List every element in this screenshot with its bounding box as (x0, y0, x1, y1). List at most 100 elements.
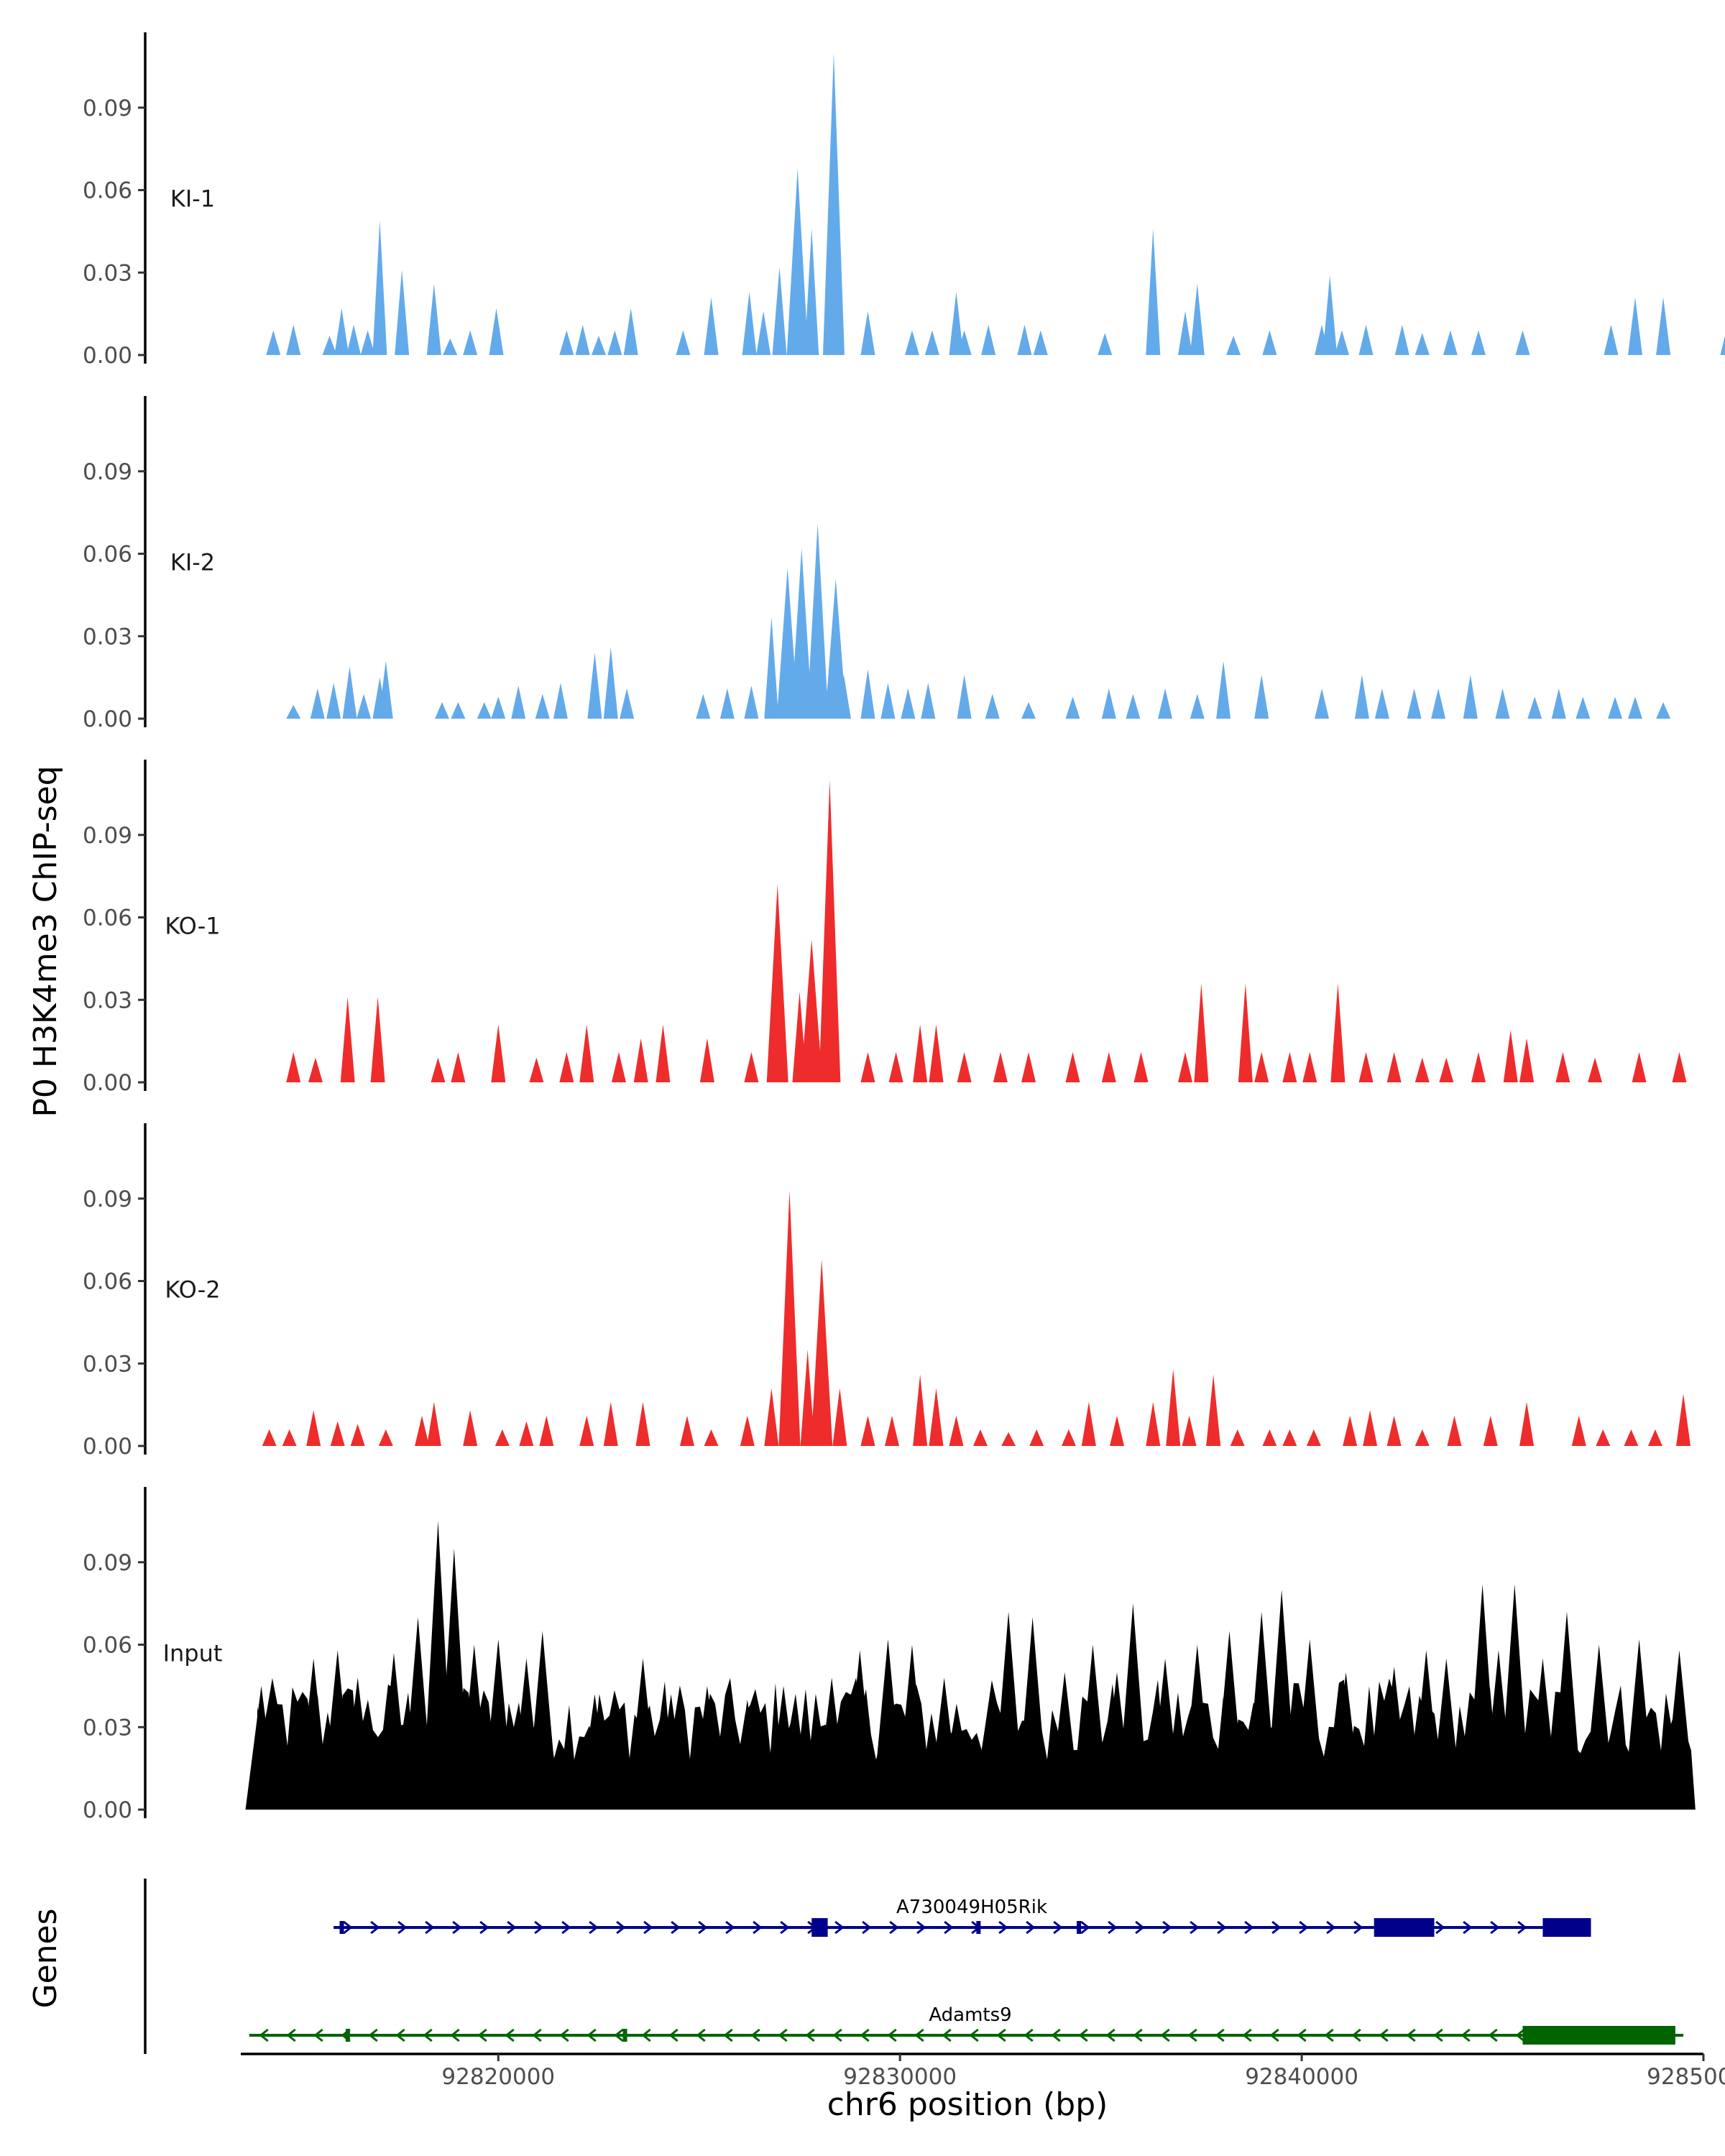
signal-peak (1519, 1038, 1535, 1082)
signal-peak (443, 338, 458, 355)
strand-arrow (862, 1920, 872, 1935)
signal-peak (326, 683, 341, 719)
signal-peak (1394, 324, 1409, 355)
y-axis-title: P0 H3K4me3 ChIP-seq (27, 765, 64, 1117)
strand-arrow (259, 2028, 269, 2042)
signal-peak (1334, 330, 1349, 355)
strand-arrow (425, 1920, 435, 1935)
signal-peak (378, 660, 393, 719)
strand-arrow (944, 1920, 954, 1935)
signal-peak (1029, 1429, 1044, 1446)
signal-peak (1447, 1415, 1462, 1446)
signal-peak (766, 884, 788, 1082)
signal-peak (1443, 330, 1458, 355)
x-tick-label: 92820000 (441, 2064, 555, 2090)
signal-peak (1146, 1401, 1161, 1446)
strand-arrow (313, 2028, 323, 2042)
y-tick-label: 0.09 (83, 1187, 132, 1212)
strand-arrow (1217, 1920, 1227, 1935)
signal-peak (904, 330, 919, 355)
signal-peak (1358, 324, 1374, 355)
signal-peak (463, 1410, 478, 1446)
track-panel-ko-2: 0.00 0.03 0.06 0.09 KO-2 (83, 1123, 1691, 1460)
strand-arrow (1353, 1920, 1363, 1935)
signal-peak (1322, 275, 1338, 355)
gene-name: A730049H05Rik (896, 1897, 1047, 1918)
signal-peak (611, 1051, 626, 1082)
signal-peak (620, 688, 635, 719)
signal-peak (913, 1024, 928, 1082)
track-panel-input: 0.00 0.03 0.06 0.09 Input (83, 1487, 1696, 1823)
signal-peak (1627, 297, 1642, 355)
signal-peak (1178, 310, 1193, 355)
strand-arrow (343, 1920, 353, 1935)
signal-peak (822, 52, 845, 355)
signal-peak (511, 686, 526, 719)
signal-peak (494, 1429, 510, 1446)
signal-peak (519, 1421, 534, 1446)
strand-arrow (916, 1920, 926, 1935)
signal-peak (603, 647, 618, 719)
signal-peak (704, 1429, 719, 1446)
signal-peak (1182, 1415, 1197, 1446)
signal-peak (860, 1051, 875, 1082)
strand-arrow (860, 2028, 870, 2042)
signal-peak (1414, 1057, 1430, 1082)
signal-peak (764, 1388, 779, 1446)
signal-peak (957, 674, 972, 719)
strand-arrow (1162, 1920, 1172, 1935)
signal-peak (1676, 1393, 1691, 1446)
strand-arrow (914, 2028, 924, 2042)
signal-peak (1065, 696, 1080, 719)
signal-peak (286, 704, 301, 719)
signal-peak (435, 702, 450, 719)
signal-peak (804, 229, 819, 355)
strand-arrow (1269, 2028, 1279, 2042)
signal-peak (322, 336, 337, 355)
signal-peak (587, 653, 602, 719)
signal-peak (308, 1057, 323, 1082)
signal-peak (1647, 1429, 1662, 1446)
signal-peak (559, 1051, 574, 1082)
y-tick-label: 0.06 (83, 178, 132, 204)
signal-peak (286, 1051, 301, 1082)
signal-peak (633, 1038, 648, 1082)
strand-arrow (397, 1920, 408, 1935)
signal-peak (1483, 1415, 1498, 1446)
signal-peak (1302, 1051, 1317, 1082)
signal-peak (1021, 702, 1036, 719)
signal-peak (559, 330, 574, 355)
signal-peak (1463, 674, 1478, 719)
signal-peak (1166, 1368, 1181, 1446)
signal-peak (603, 1401, 618, 1446)
signal-peak (811, 1258, 833, 1446)
strand-arrow (725, 1920, 735, 1935)
signal-peak (1262, 1429, 1277, 1446)
strand-arrow (1517, 1920, 1527, 1935)
signal-peak (1065, 1051, 1080, 1082)
signal-peak (553, 683, 568, 719)
signal-peak (791, 548, 813, 719)
gene-exon (1522, 2026, 1675, 2045)
strand-arrow (1515, 2028, 1525, 2042)
signal-peak (350, 1424, 365, 1446)
strand-arrow (1351, 2028, 1361, 2042)
signal-peak (1101, 1051, 1116, 1082)
strand-arrow (942, 2028, 952, 2042)
strand-arrow (750, 2028, 760, 2042)
strand-arrow (395, 2028, 405, 2042)
gene-exon (1374, 1918, 1435, 1937)
signal-peak (1110, 1415, 1124, 1446)
signal-peak (1178, 1051, 1193, 1082)
signal-peak (740, 1415, 755, 1446)
signal-peak (489, 308, 504, 355)
track-panels: 0.00 0.03 0.06 0.09 KI-1 0.00 0.03 0.06 0.09 KI-2… (83, 32, 1725, 1823)
y-tick-label: 0.03 (83, 1715, 132, 1741)
strand-arrow (1108, 1920, 1118, 1935)
strand-arrow (1271, 1920, 1282, 1935)
signal-peak (330, 1421, 345, 1446)
signal-peak (1519, 1401, 1535, 1446)
strand-arrow (998, 1920, 1008, 1935)
signal-peak (1133, 1051, 1149, 1082)
track-panel-ko-1: 0.00 0.03 0.06 0.09 KO-1 (83, 760, 1687, 1096)
